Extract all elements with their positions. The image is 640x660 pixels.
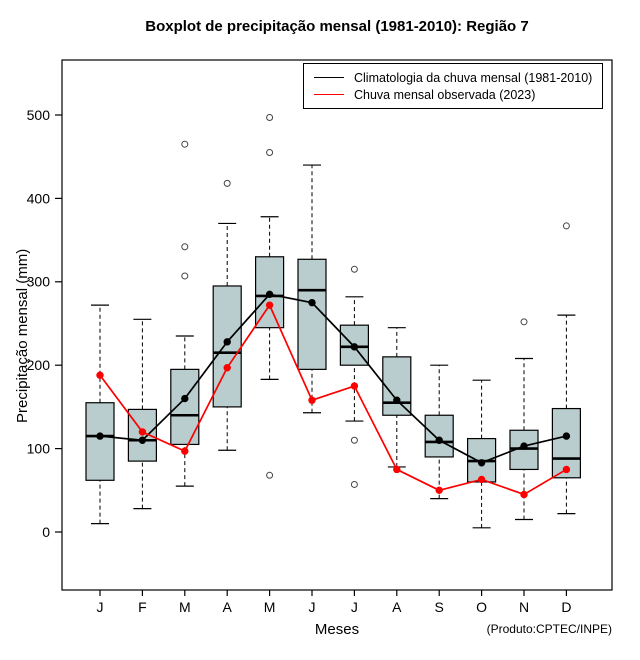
series-point bbox=[435, 486, 443, 494]
outlier-point bbox=[266, 149, 274, 157]
outlier-point bbox=[350, 436, 358, 444]
series-point bbox=[223, 338, 231, 346]
series-point bbox=[138, 428, 147, 436]
legend-item-climatology: Climatologia da chuva mensal (1981-2010) bbox=[314, 69, 594, 86]
series-point bbox=[477, 459, 486, 467]
series-point bbox=[308, 396, 316, 404]
series-point bbox=[96, 371, 104, 379]
y-tick-label: 200 bbox=[27, 357, 51, 373]
series-point bbox=[181, 394, 189, 403]
outlier-point bbox=[350, 265, 358, 273]
series-point bbox=[435, 436, 443, 444]
series-point bbox=[265, 301, 274, 309]
box bbox=[382, 356, 412, 416]
y-tick-label: 300 bbox=[27, 274, 51, 290]
series-line bbox=[99, 293, 567, 464]
y-tick-label: 400 bbox=[27, 190, 51, 206]
chart-title: Boxplot de precipitação mensal (1981-201… bbox=[145, 18, 529, 35]
series-point bbox=[265, 290, 274, 299]
outlier-point bbox=[181, 140, 189, 148]
series-point bbox=[562, 465, 571, 474]
series-point bbox=[393, 465, 401, 474]
outlier-point bbox=[181, 272, 189, 280]
y-tick-label: 500 bbox=[27, 107, 51, 123]
x-tick-label: S bbox=[435, 599, 444, 615]
source-note: (Produto:CPTEC/INPE) bbox=[486, 622, 612, 636]
x-tick-label: J bbox=[97, 599, 104, 615]
series-point bbox=[350, 343, 359, 351]
outlier-point bbox=[562, 222, 570, 230]
outlier-point bbox=[266, 114, 274, 122]
series-point bbox=[308, 298, 316, 307]
series-point bbox=[223, 364, 231, 372]
x-tick-label: N bbox=[519, 599, 529, 615]
climatology-line-sample bbox=[314, 77, 344, 78]
x-tick-label: A bbox=[392, 599, 402, 615]
box bbox=[297, 258, 327, 370]
x-tick-label: M bbox=[179, 599, 191, 615]
series-point bbox=[393, 396, 401, 404]
box bbox=[424, 414, 454, 458]
x-tick-label: J bbox=[351, 599, 358, 615]
outlier-point bbox=[181, 243, 189, 251]
box bbox=[255, 256, 285, 329]
box bbox=[85, 402, 115, 481]
series-point bbox=[138, 436, 147, 444]
plot-border bbox=[61, 59, 613, 591]
series-point bbox=[562, 432, 571, 440]
legend-item-observed: Chuva mensal observada (2023) bbox=[314, 86, 594, 103]
legend-label-observed: Chuva mensal observada (2023) bbox=[354, 87, 536, 102]
series-point bbox=[520, 490, 528, 499]
outlier-point bbox=[350, 480, 358, 488]
x-tick-label: D bbox=[561, 599, 571, 615]
series-line bbox=[99, 303, 567, 496]
x-tick-label: O bbox=[476, 599, 487, 615]
outlier-point bbox=[223, 179, 231, 187]
series-point bbox=[520, 442, 528, 450]
outlier-point bbox=[266, 471, 274, 479]
x-tick-label: F bbox=[138, 599, 147, 615]
legend: Climatologia da chuva mensal (1981-2010)… bbox=[303, 63, 603, 109]
y-tick-label: 100 bbox=[27, 441, 51, 457]
series-point bbox=[477, 475, 486, 484]
x-axis-label: Meses bbox=[314, 621, 360, 638]
observed-line-sample bbox=[314, 94, 344, 95]
x-tick-label: M bbox=[264, 599, 276, 615]
x-tick-label: J bbox=[309, 599, 316, 615]
series-point bbox=[96, 432, 104, 440]
legend-label-climatology: Climatologia da chuva mensal (1981-2010) bbox=[354, 70, 593, 85]
x-tick-label: A bbox=[223, 599, 233, 615]
y-tick-label: 0 bbox=[42, 524, 50, 540]
series-point bbox=[181, 447, 189, 455]
outlier-point bbox=[520, 318, 528, 326]
series-point bbox=[350, 382, 359, 390]
